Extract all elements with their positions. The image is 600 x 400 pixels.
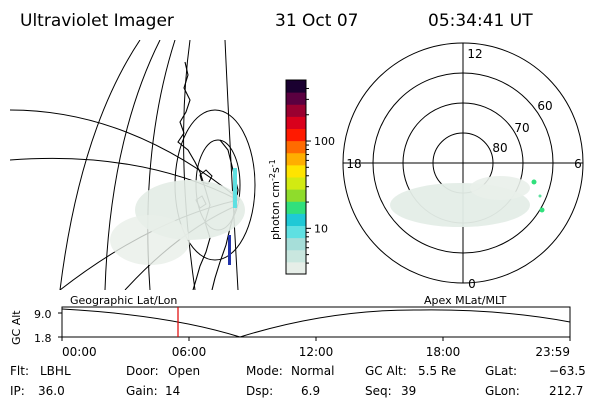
glon-label: GLon: <box>485 384 520 398</box>
colorbar-segment <box>286 238 306 251</box>
grid-arc <box>184 40 195 290</box>
aurora-oval-emission <box>470 176 530 200</box>
mlat-label-70: 70 <box>514 121 529 135</box>
mlat-label-60: 60 <box>537 99 552 113</box>
mode-value: Normal <box>291 364 334 378</box>
mode-label: Mode: <box>246 364 283 378</box>
colorbar-segment <box>286 213 306 226</box>
time-tick-label: 00:00 <box>62 345 97 359</box>
time-tick-label: 06:00 <box>172 345 207 359</box>
mlt-label-noon: 12 <box>467 47 482 61</box>
gcalt-label: GC Alt: <box>365 364 407 378</box>
altitude-tick-low: 1.8 <box>34 332 52 345</box>
mlt-label-dusk: 18 <box>346 157 361 171</box>
door-label: Door: <box>126 364 159 378</box>
colorbar-segment <box>286 165 306 178</box>
seq-label: Seq: <box>365 384 392 398</box>
colorbar-ticks: 100 10 <box>306 88 335 263</box>
aurora-bright-edge <box>228 235 231 265</box>
colorbar-segment <box>286 141 306 154</box>
observation-date: 31 Oct 07 <box>275 11 358 31</box>
left-panel-label: Geographic Lat/Lon <box>70 294 177 307</box>
colorbar-segment <box>286 189 306 202</box>
colorbar-segment <box>286 262 306 275</box>
aurora-bright-spot <box>539 195 542 198</box>
time-tick-label: 12:00 <box>299 345 334 359</box>
gain-label: Gain: <box>126 384 158 398</box>
intensity-colorbar <box>286 80 306 275</box>
colorbar-segment <box>286 104 306 117</box>
geographic-map-panel <box>10 40 255 290</box>
colorbar-segment <box>286 226 306 239</box>
altitude-timeline: GC Alt 9.0 1.8 00:00 06:00 12:00 18:00 23:59 <box>10 307 570 359</box>
altitude-plot-frame <box>62 307 570 337</box>
observation-time: 05:34:41 UT <box>428 11 533 31</box>
filter-label: Flt: <box>10 364 29 378</box>
instrument-status: Flt: LBHL IP: 36.0 Door: Open Gain: 14 M… <box>10 364 586 398</box>
glat-label: GLat: <box>485 364 517 378</box>
right-panel-label: Apex MLat/MLT <box>424 294 507 307</box>
seq-value: 39 <box>401 384 416 398</box>
mlt-label-dawn: 6 <box>574 157 582 171</box>
altitude-tick-high: 9.0 <box>34 308 52 321</box>
instrument-title: Ultraviolet Imager <box>20 11 174 31</box>
glat-value: −63.5 <box>549 364 586 378</box>
mlt-label-midnight: 0 <box>468 277 476 291</box>
aurora-bright-spot <box>540 208 545 213</box>
colorbar-segment <box>286 129 306 142</box>
altitude-axis-label: GC Alt <box>10 310 23 345</box>
dsp-value: 6.9 <box>301 384 320 398</box>
door-value: Open <box>168 364 200 378</box>
time-tick-label: 18:00 <box>426 345 461 359</box>
glon-value: 212.7 <box>549 384 583 398</box>
colorbar-segment <box>286 80 306 93</box>
coastline <box>178 62 210 290</box>
mlat-label-80: 80 <box>492 141 507 155</box>
altitude-curve <box>62 309 570 337</box>
gcalt-value: 5.5 Re <box>418 364 456 378</box>
ip-value: 36.0 <box>38 384 65 398</box>
aurora-emission <box>110 215 190 265</box>
gain-value: 14 <box>165 384 180 398</box>
aurora-bright-spot <box>532 180 537 185</box>
dsp-label: Dsp: <box>246 384 273 398</box>
filter-value: LBHL <box>40 364 71 378</box>
apex-polar-plot: 12 18 6 0 60 70 80 <box>343 43 583 291</box>
colorbar-segment <box>286 153 306 166</box>
colorbar-segment <box>286 250 306 263</box>
colorbar-segment <box>286 116 306 129</box>
colorbar-tick-label: 10 <box>314 222 328 235</box>
colorbar-segment <box>286 201 306 214</box>
time-tick-label: 23:59 <box>535 345 570 359</box>
ip-label: IP: <box>10 384 25 398</box>
colorbar-segment <box>286 177 306 190</box>
colorbar-unit-label: photon cm-2s-1 <box>268 159 282 240</box>
colorbar-segment <box>286 92 306 105</box>
aurora-bright-edge <box>233 168 237 208</box>
colorbar-tick-label: 100 <box>314 135 335 148</box>
